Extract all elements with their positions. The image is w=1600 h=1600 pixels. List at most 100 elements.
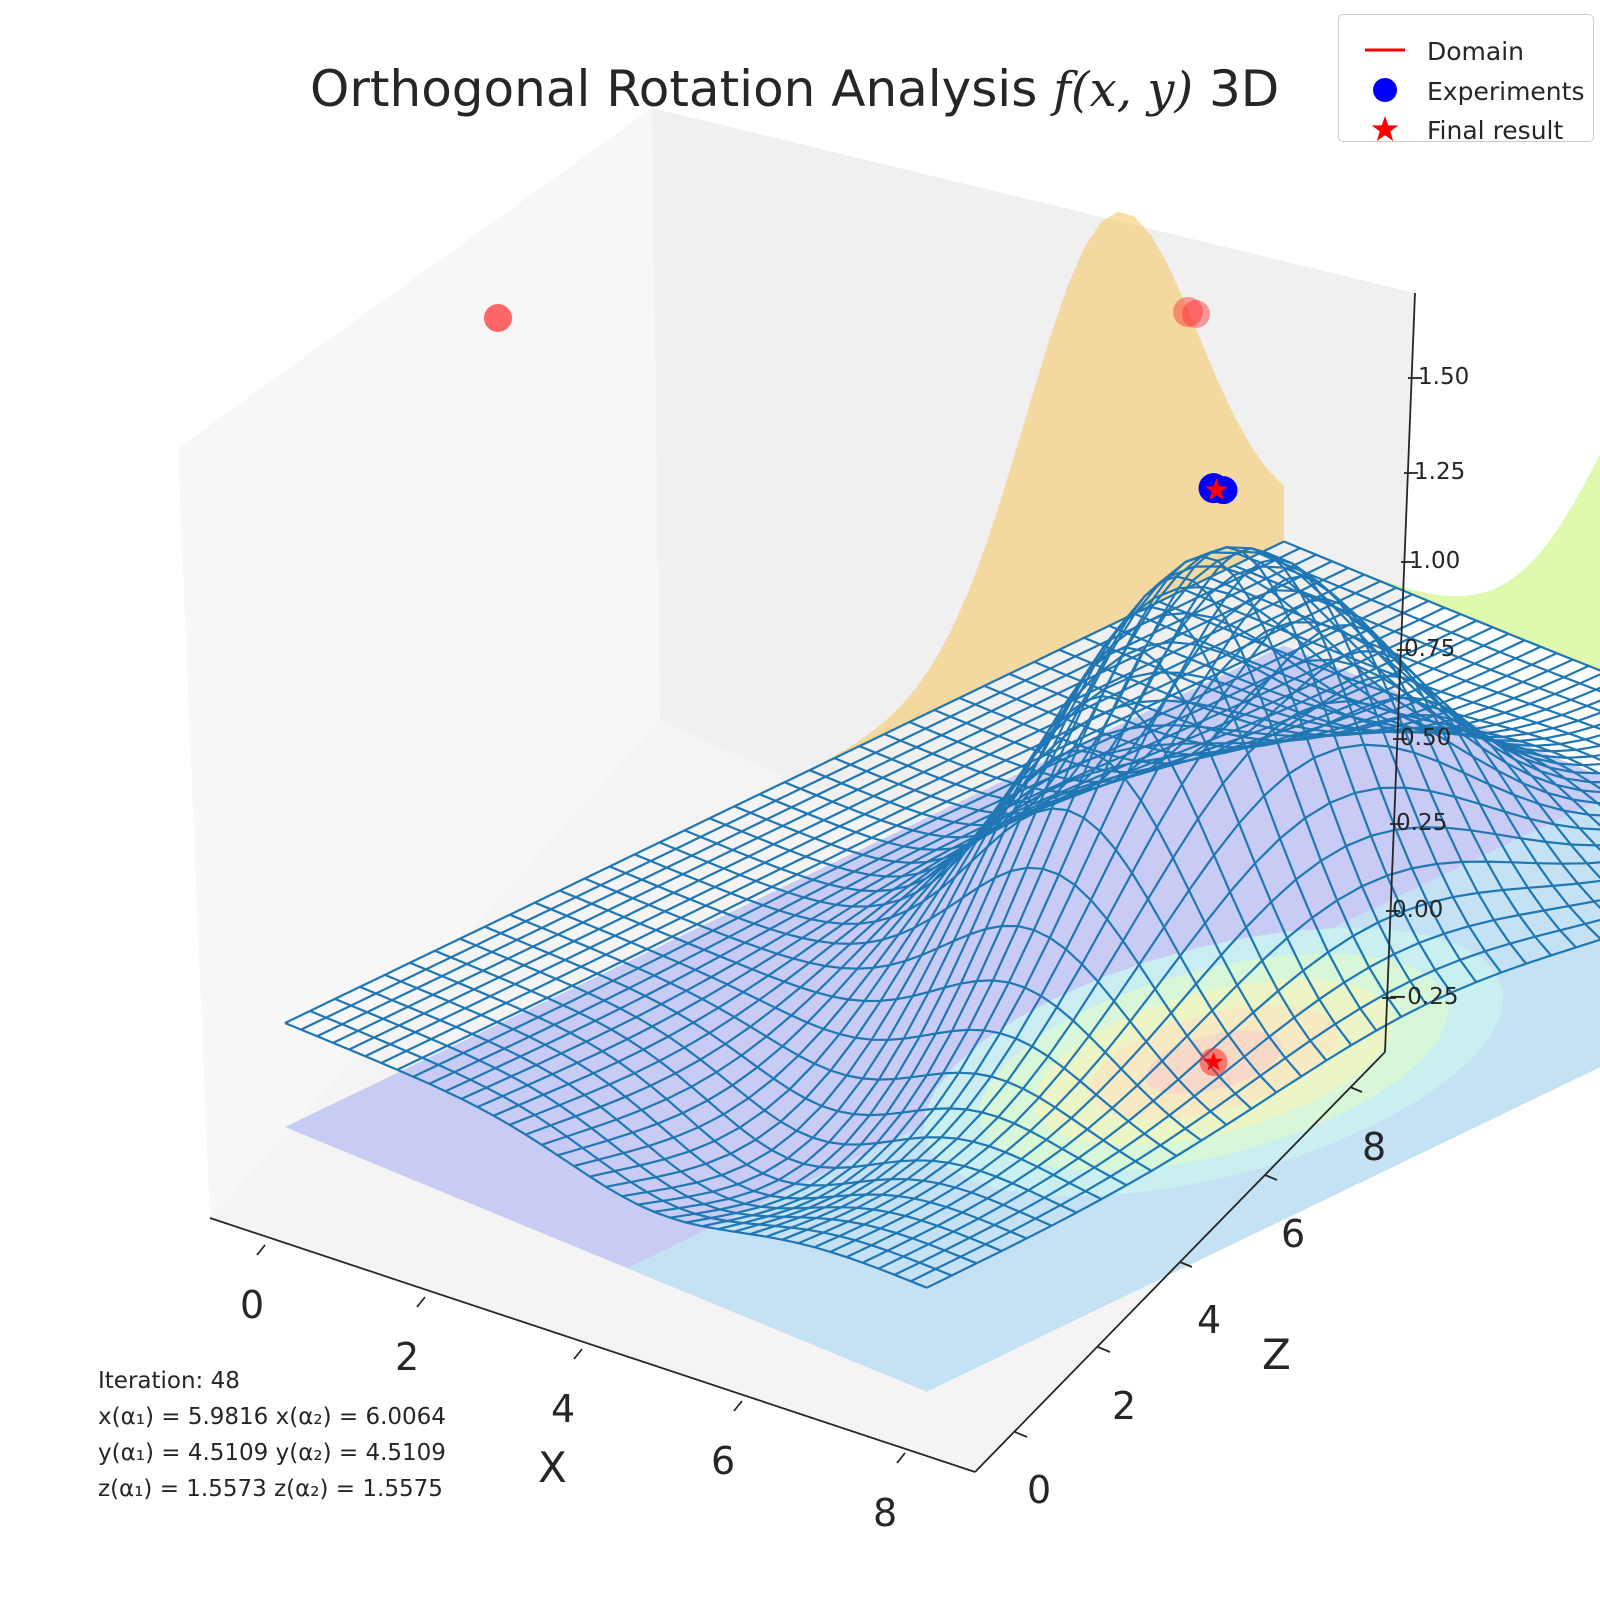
wall-projections [285,211,1600,1024]
x-tick-label: 4 [551,1387,576,1431]
y-tick-mark [1014,1431,1028,1438]
legend-circle-icon [1373,78,1397,102]
surface-line [958,650,1600,940]
x-tick-mark [733,1400,743,1412]
surface-line [926,938,1600,1289]
surface-line [894,899,1600,1276]
z-tick-label: 1.50 [1418,364,1470,390]
surface-line [1208,576,1600,731]
y-tick-label: 8 [1362,1125,1387,1169]
y-tick-label: 4 [1197,1298,1222,1342]
legend-label: Experiments [1427,77,1585,106]
surface-line [749,589,1600,1236]
yz-projection-point [1173,297,1203,327]
floor-projection-star [1204,1052,1223,1071]
title-math: f(x, y) [1053,62,1194,118]
z-tick-label: −0.25 [1388,984,1459,1010]
surface-line [1008,672,1600,880]
y-tick-mark [1179,1261,1193,1268]
surface-line [813,743,1600,1249]
surface-line [1183,588,1600,747]
surface-line [1133,612,1600,775]
y-tick-label: 6 [1281,1212,1306,1256]
y-tick-label: 2 [1112,1384,1137,1428]
surface-line [933,623,1577,949]
surface-line [797,700,1600,1245]
x-tick-mark [573,1348,583,1360]
title-suffix: 3D [1193,60,1280,118]
surface-line [862,860,1600,1264]
markers [484,297,1238,1077]
surface-line [983,674,1600,910]
z-tick-label: 0.00 [1392,897,1444,923]
legend: Domain Experiments Final result [1338,14,1594,145]
iteration-count: Iteration: 48 [98,1368,240,1394]
surface-line [701,546,1600,1228]
y-axis-label: Z [1262,1330,1291,1379]
surface-line [1108,624,1600,790]
surface-line [717,550,1600,1231]
x-tick-label: 8 [873,1491,898,1535]
surface-line [878,879,1600,1270]
z-axis-line [1384,292,1416,1053]
yz-projection [1284,453,1600,672]
surface-line [846,826,1600,1259]
final-result-star [1205,478,1228,500]
z-values: z(α₁) = 1.5573 z(α₂) = 1.5575 [98,1476,443,1502]
surface-line [908,598,1552,957]
surface-line [829,786,1600,1253]
legend-item-final-result: Final result [1339,112,1593,148]
y-tick-mark [1349,1086,1363,1093]
legend-item-experiments: Experiments [1339,73,1593,109]
z-tick-label: 0.50 [1400,725,1452,751]
x-values: x(α₁) = 5.9816 x(α₂) = 6.0064 [98,1404,446,1430]
x-axis-label: X [538,1443,567,1492]
x-axis-line [209,1217,976,1473]
surface-line [1083,636,1600,807]
x-tick-mark [416,1296,426,1308]
legend-label: Domain [1427,37,1525,66]
title-text: Orthogonal Rotation Analysis [310,60,1054,118]
y-tick-mark [1097,1346,1111,1353]
surface-line [1258,552,1600,693]
legend-item-domain: Domain [1339,33,1593,69]
axis-lines [209,292,1422,1473]
left-pane [178,108,660,1218]
y-tick-label: 0 [1027,1468,1052,1512]
surface-line [858,557,1502,974]
surface-line [765,621,1600,1238]
surface-line [781,658,1600,1241]
surface-line [669,565,1600,1219]
surface-line [883,575,1527,965]
surface-line [809,546,1453,994]
legend-label: Final result [1427,116,1564,145]
z-tick-label: 1.00 [1409,548,1461,574]
x-tick-mark [896,1452,906,1464]
x-tick-label: 2 [395,1335,420,1379]
y-tick-mark [1264,1174,1278,1181]
x-tick-label: 0 [240,1283,265,1327]
surface-line [733,565,1600,1233]
x-tick-mark [256,1244,266,1256]
y-values: y(α₁) = 4.5109 y(α₂) = 4.5109 [98,1440,446,1466]
surface-line [1158,600,1600,762]
xz-projection [285,211,1284,1024]
surface-line [1233,564,1600,712]
chart-title: Orthogonal Rotation Analysis f(x, y) 3D [310,60,1279,118]
legend-line-icon [1365,48,1405,52]
surface-line [1283,540,1600,672]
yz-projection-point [1182,300,1210,328]
xz-projection-point [484,304,512,332]
iteration-info: Iteration: 48 x(α₁) = 5.9816 x(α₂) = 6.0… [98,1363,446,1507]
surface-line [834,547,1478,983]
z-tick-label: 1.25 [1414,459,1466,485]
x-tick-label: 6 [711,1439,736,1483]
legend-star-icon [1371,116,1399,141]
wireframe-surface [284,540,1600,1289]
surface-line [910,918,1600,1283]
z-tick-label: 0.25 [1396,810,1448,836]
surface-line [1033,660,1600,852]
z-tick-label: 0.75 [1404,636,1456,662]
surface-line [685,551,1600,1224]
